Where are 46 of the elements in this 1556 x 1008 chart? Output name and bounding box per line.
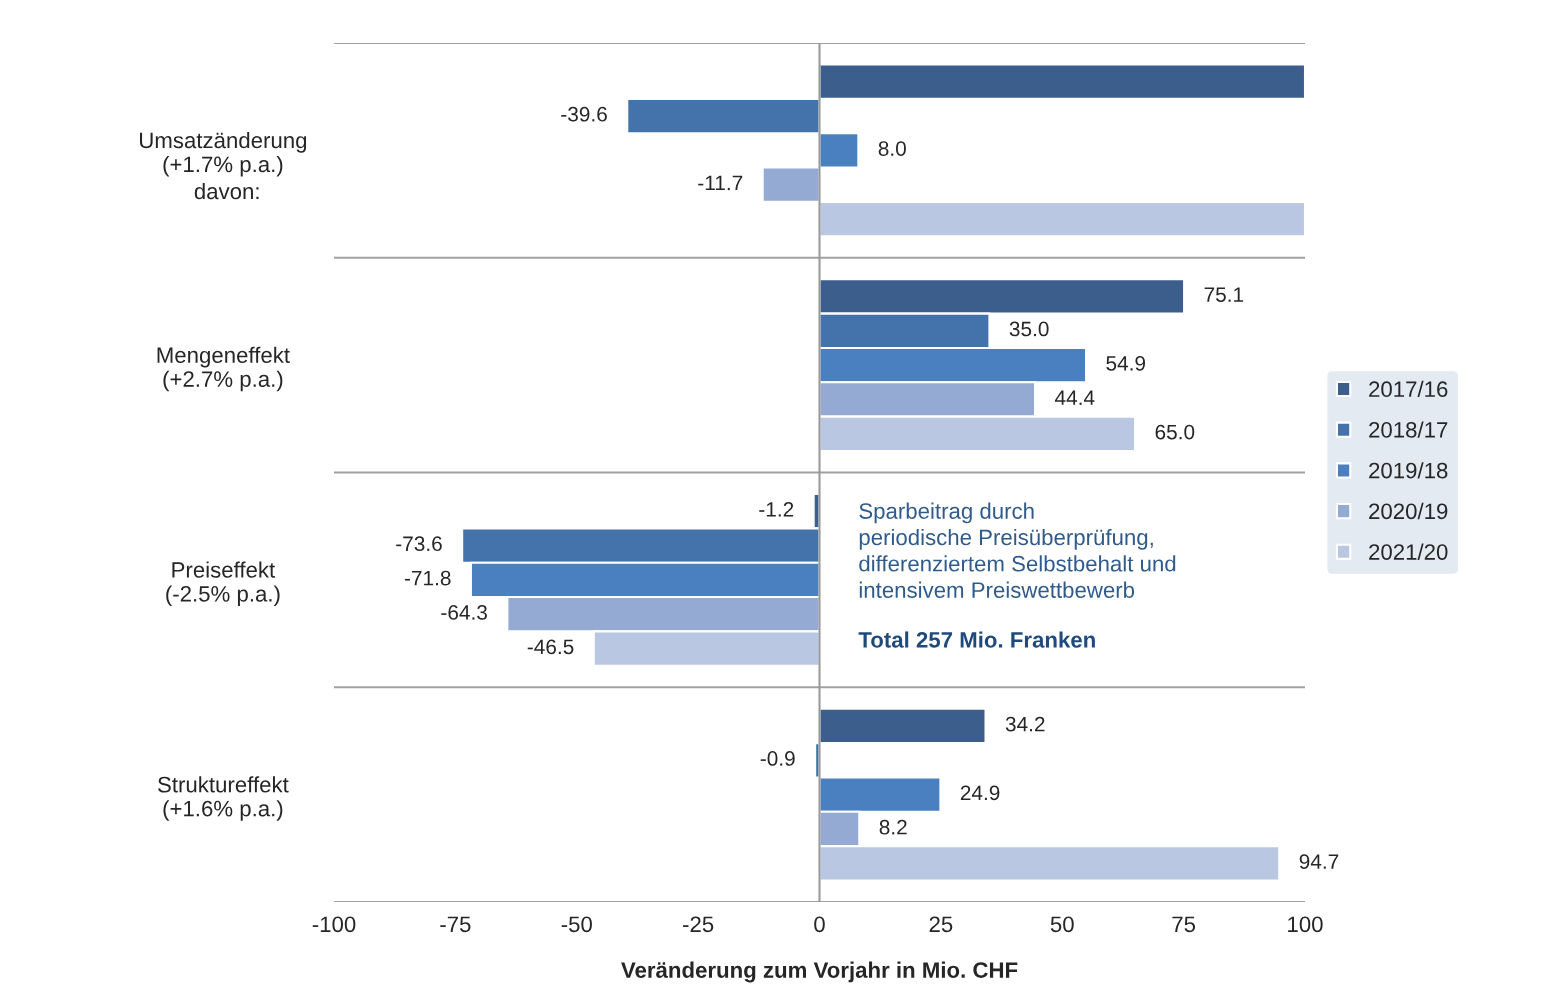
data-label: 94.7 <box>1299 854 1339 869</box>
x-axis-title: Veränderung zum Vorjahr in Mio. CHF <box>621 961 1018 983</box>
legend-label: 2021/20 <box>1369 543 1448 560</box>
x-tick-label: -100 <box>312 916 356 933</box>
text: davon: <box>194 182 259 200</box>
x-tick-label: 0 <box>814 916 825 933</box>
data-label: -1.2 <box>759 501 794 517</box>
annotation: Sparbeitrag durch periodische Preisüberprüfung, differenziertem Selbstbehalt und intensivem Preiswettbewerb <box>859 502 1176 598</box>
x-tick-label: -50 <box>561 916 592 933</box>
annotation: Total 257 Mio. Franken <box>858 631 1095 648</box>
bar <box>626 97 821 135</box>
data-label: -71.8 <box>404 570 451 586</box>
data-label: 65.0 <box>1155 424 1195 440</box>
data-label: -11.7 <box>698 175 743 191</box>
data-label: 44.4 <box>1054 390 1095 405</box>
x-tick-label: 50 <box>1050 916 1074 933</box>
legend-label: 2019/18 <box>1369 462 1448 479</box>
data-label: -46.5 <box>527 639 574 655</box>
data-label: 8.0 <box>878 141 906 156</box>
data-label: -64.3 <box>441 605 487 620</box>
y-tick-label: Mengeneffekt (+2.7% p.a.) <box>157 346 290 392</box>
data-label: 24.9 <box>960 785 1000 801</box>
x-tick-label: 100 <box>1288 916 1323 933</box>
y-tick-label: Umsatzänderung (+1.7% p.a.) <box>140 131 307 177</box>
x-tick-label: 75 <box>1172 916 1196 933</box>
y-tick-label: Struktureffekt (+1.6% p.a.) <box>158 776 289 821</box>
bar <box>818 63 1305 100</box>
data-label: 75.1 <box>1204 287 1244 302</box>
data-label: 35.0 <box>1009 321 1049 337</box>
bar <box>818 132 860 169</box>
x-tick-label: 25 <box>929 916 953 933</box>
legend-label: 2020/19 <box>1369 502 1448 520</box>
bar <box>761 166 821 203</box>
y-tick-label: Preiseffekt (-2.5% p.a.) <box>166 561 280 607</box>
bar <box>818 200 1305 238</box>
data-label: 54.9 <box>1106 355 1146 371</box>
bar <box>818 707 987 745</box>
data-label: -0.9 <box>760 751 795 766</box>
data-label: 34.2 <box>1005 716 1045 732</box>
legend-label: 2018/17 <box>1369 421 1448 438</box>
x-tick-label: -75 <box>440 916 471 933</box>
data-label: -73.6 <box>396 536 442 552</box>
data-label: -39.6 <box>561 106 607 122</box>
x-tick-label: -25 <box>683 916 714 933</box>
data-label: 8.2 <box>879 819 907 835</box>
legend-label: 2017/16 <box>1369 380 1448 398</box>
